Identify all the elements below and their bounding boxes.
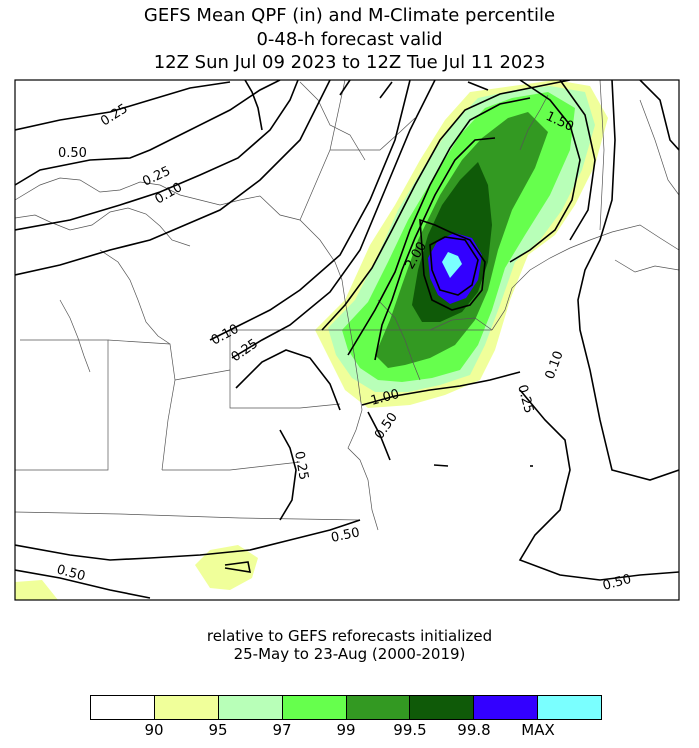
colorbar-tick-label: 95	[208, 721, 228, 739]
colorbar-tick-label: 90	[144, 721, 164, 739]
contour-label: 0.25	[514, 383, 536, 415]
shade-max	[442, 252, 462, 278]
colorbar-segment	[538, 696, 601, 719]
colorbar-segment	[410, 696, 475, 719]
colorbar-segment	[218, 696, 283, 719]
reforecast-note-line-1: relative to GEFS reforecasts initialized	[206, 627, 493, 645]
colorbar-tick-label: 97	[272, 721, 292, 739]
qpf-map: 0.25 0.50 0.25 0.10 0.10 0.25 1.50 2.00 …	[14, 79, 680, 601]
contour-label: 0.50	[58, 146, 87, 161]
qpf-contours	[15, 80, 679, 599]
contour-label: 0.50	[55, 562, 87, 584]
colorbar-segment	[91, 696, 155, 719]
colorbar-segment	[346, 696, 411, 719]
shade-90-95-corner	[15, 580, 58, 600]
colorbar-tick-label: MAX	[521, 721, 555, 739]
reforecast-note-line-2: 25-May to 23-Aug (2000-2019)	[233, 645, 466, 663]
contour-label: 0.25	[291, 450, 311, 481]
map-frame	[14, 79, 680, 601]
contour-label: 1.00	[369, 387, 401, 409]
contour-label: 0.50	[330, 525, 361, 546]
colorbar-segment	[154, 696, 219, 719]
colorbar-segment	[474, 696, 539, 719]
percentile-colorbar	[90, 695, 602, 720]
map-boundaries	[15, 80, 679, 531]
map-title-line-3: 12Z Sun Jul 09 2023 to 12Z Tue Jul 11 20…	[153, 52, 546, 73]
colorbar-segment	[282, 696, 347, 719]
colorbar-tick-label: 99.5	[393, 721, 427, 739]
colorbar-tick-label: 99.8	[457, 721, 491, 739]
map-title-line-2: 0-48-h forecast valid	[256, 29, 443, 50]
contour-label: 0.50	[601, 572, 633, 594]
map-title-line-1: GEFS Mean QPF (in) and M-Climate percent…	[143, 5, 556, 26]
colorbar-tick-label: 99	[336, 721, 356, 739]
